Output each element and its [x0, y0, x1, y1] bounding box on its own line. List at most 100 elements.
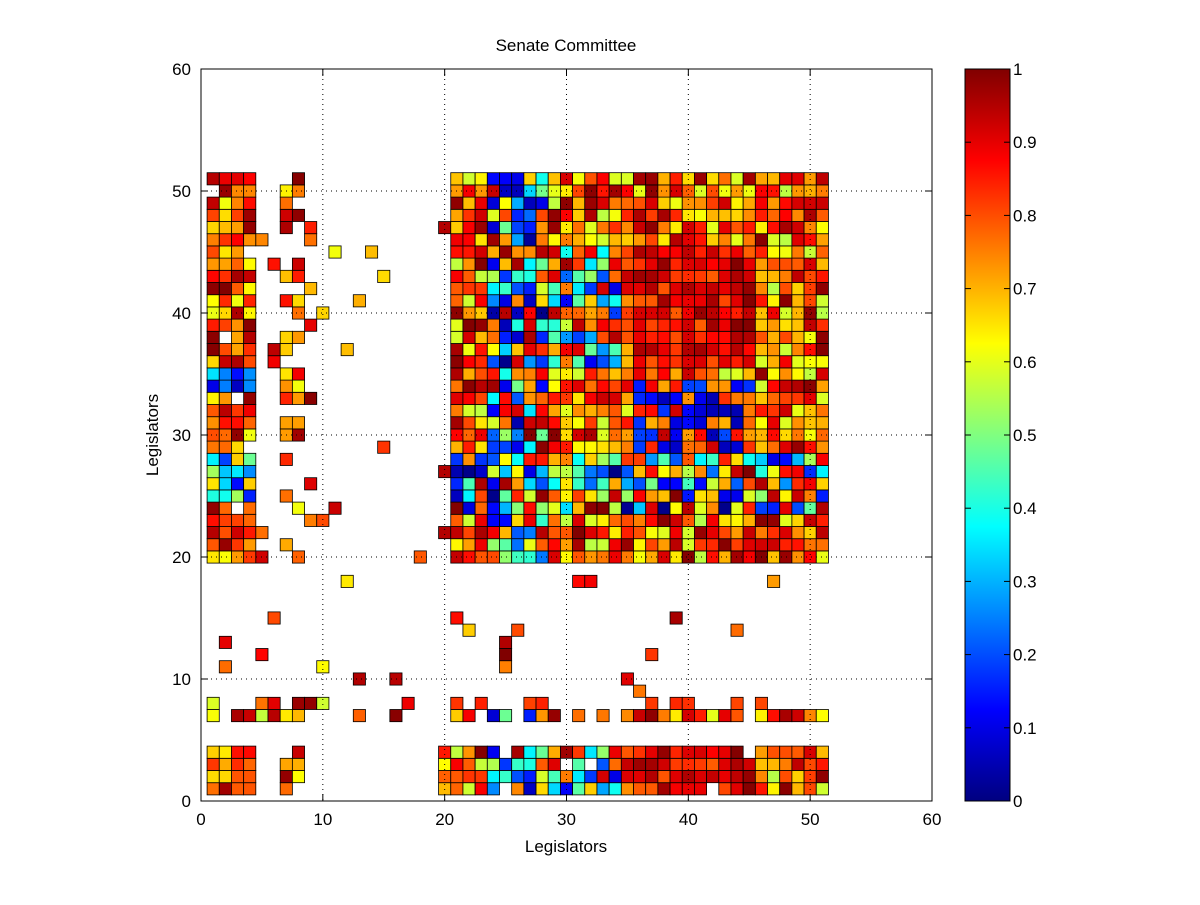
heatmap-cell — [633, 440, 647, 454]
heatmap-cell — [608, 489, 622, 503]
heatmap-cell — [657, 428, 671, 442]
heatmap-cell — [474, 745, 488, 759]
heatmap-cell — [657, 465, 671, 479]
heatmap-cell — [681, 221, 695, 235]
heatmap-cell — [620, 196, 634, 210]
heatmap-cell — [231, 355, 245, 369]
heatmap-cell — [754, 489, 768, 503]
heatmap-cell — [791, 501, 805, 515]
heatmap-cell — [694, 330, 707, 344]
heatmap-cell — [584, 196, 598, 210]
heatmap-cell — [474, 416, 488, 430]
heatmap-cell — [730, 782, 744, 796]
heatmap-cell — [645, 477, 659, 491]
heatmap-cell — [535, 318, 549, 332]
heatmap-cell — [243, 538, 257, 552]
heatmap-cell — [572, 745, 586, 759]
heatmap-cell — [279, 221, 293, 235]
heatmap-cell — [694, 391, 707, 405]
heatmap-cell — [462, 538, 476, 552]
heatmap-cell — [572, 294, 586, 308]
heatmap-cell — [523, 452, 537, 466]
heatmap-cell — [791, 257, 805, 271]
heatmap-cell — [730, 343, 744, 357]
heatmap-cell — [547, 172, 561, 186]
heatmap-cell — [560, 330, 573, 344]
heatmap-cell — [608, 257, 622, 271]
heatmap-cell — [633, 538, 647, 552]
heatmap-cell — [596, 452, 610, 466]
heatmap-cell — [608, 172, 622, 186]
heatmap-cell — [547, 501, 561, 515]
heatmap-cell — [231, 318, 245, 332]
heatmap-cell — [633, 391, 647, 405]
heatmap-cell — [291, 184, 305, 198]
heatmap-cell — [767, 257, 781, 271]
heatmap-cell — [706, 477, 720, 491]
heatmap-cell — [657, 440, 671, 454]
heatmap-cell — [767, 306, 781, 320]
heatmap-cell — [560, 526, 573, 540]
heatmap-cell — [694, 501, 707, 515]
heatmap-cell — [218, 782, 232, 796]
heatmap-cell — [474, 696, 488, 710]
heatmap-cell — [279, 391, 293, 405]
heatmap-cell — [754, 257, 768, 271]
heatmap-cell — [572, 526, 586, 540]
heatmap-cell — [620, 489, 634, 503]
heatmap-cell — [486, 757, 500, 771]
heatmap-cell — [633, 184, 647, 198]
heatmap-cell — [547, 440, 561, 454]
heatmap-cell — [791, 343, 805, 357]
heatmap-cell — [231, 245, 245, 259]
heatmap-cell — [547, 526, 561, 540]
heatmap-cell — [206, 745, 220, 759]
heatmap-cell — [206, 428, 220, 442]
colorbar-tick-label: 0.9 — [1013, 133, 1037, 152]
heatmap-cell — [231, 379, 245, 393]
heatmap-cell — [620, 538, 634, 552]
heatmap-cell — [486, 208, 500, 222]
heatmap-cell — [596, 501, 610, 515]
heatmap-cell — [645, 745, 659, 759]
heatmap-cell — [511, 440, 525, 454]
heatmap-cell — [243, 306, 257, 320]
heatmap-cell — [547, 330, 561, 344]
heatmap-cell — [633, 477, 647, 491]
heatmap-cell — [815, 757, 829, 771]
heatmap-cell — [803, 416, 817, 430]
heatmap-cell — [596, 221, 610, 235]
heatmap-cell — [706, 440, 720, 454]
heatmap-cell — [523, 770, 537, 784]
heatmap-cell — [730, 233, 744, 247]
heatmap-cell — [499, 648, 513, 662]
heatmap-cell — [499, 660, 513, 674]
heatmap-cell — [572, 428, 586, 442]
heatmap-cell — [694, 440, 707, 454]
heatmap-cell — [779, 770, 793, 784]
heatmap-cell — [791, 196, 805, 210]
heatmap-cell — [608, 184, 622, 198]
heatmap-cell — [218, 404, 232, 418]
x-tick-label: 30 — [557, 810, 576, 829]
heatmap-cell — [547, 367, 561, 381]
heatmap-cell — [694, 269, 707, 283]
heatmap-cell — [206, 501, 220, 515]
heatmap-cell — [243, 757, 257, 771]
heatmap-cell — [779, 501, 793, 515]
heatmap-cell — [462, 404, 476, 418]
heatmap-cell — [547, 221, 561, 235]
heatmap-cell — [645, 440, 659, 454]
heatmap-cell — [815, 245, 829, 259]
heatmap-cell — [450, 709, 464, 723]
heatmap-cell — [218, 465, 232, 479]
heatmap-cell — [718, 538, 732, 552]
heatmap-cell — [815, 379, 829, 393]
heatmap-cell — [681, 489, 695, 503]
heatmap-cell — [620, 355, 634, 369]
heatmap-cell — [706, 391, 720, 405]
heatmap-cell — [279, 367, 293, 381]
heatmap-cell — [803, 294, 817, 308]
heatmap-cell — [730, 501, 744, 515]
colorbar-tick-label: 0.1 — [1013, 719, 1037, 738]
